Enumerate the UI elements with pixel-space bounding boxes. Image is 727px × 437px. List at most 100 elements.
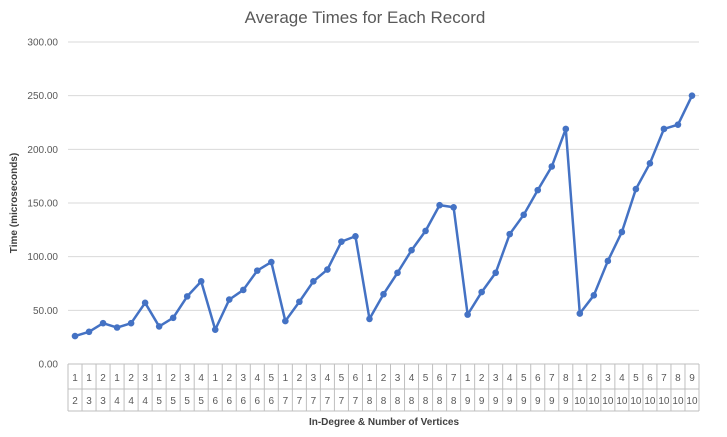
- data-point: [674, 121, 682, 128]
- x-tick-label-vertices: 9: [549, 396, 555, 407]
- data-point: [506, 230, 513, 238]
- data-point: [576, 310, 584, 317]
- x-tick-label-in-degree: 2: [226, 373, 232, 384]
- data-point: [646, 159, 654, 167]
- x-tick-label-vertices: 2: [72, 396, 78, 407]
- x-axis-label: In-Degree & Number of Vertices: [309, 417, 459, 428]
- x-tick-label-in-degree: 9: [689, 373, 695, 384]
- x-tick-label-vertices: 4: [114, 396, 120, 407]
- data-point: [113, 324, 121, 331]
- x-tick-label-in-degree: 7: [661, 373, 667, 384]
- x-tick-label-vertices: 8: [367, 396, 373, 407]
- x-tick-label-in-degree: 5: [269, 373, 275, 384]
- x-tick-label-in-degree: 3: [240, 373, 246, 384]
- x-tick-label-in-degree: 4: [325, 373, 331, 384]
- x-tick-label-vertices: 9: [507, 396, 513, 407]
- x-tick-label-vertices: 5: [198, 396, 204, 407]
- x-tick-label-in-degree: 5: [339, 373, 345, 384]
- x-tick-label-vertices: 8: [395, 396, 401, 407]
- y-tick-label: 100.00: [27, 252, 58, 263]
- x-tick-label-in-degree: 3: [493, 373, 499, 384]
- x-tick-label-in-degree: 5: [633, 373, 639, 384]
- x-tick-label-vertices: 10: [686, 396, 698, 407]
- x-tick-label-vertices: 10: [672, 396, 684, 407]
- data-point: [394, 269, 401, 277]
- y-tick-label: 300.00: [27, 38, 58, 49]
- x-tick-label-in-degree: 3: [311, 373, 317, 384]
- data-point: [71, 332, 79, 340]
- x-tick-label-in-degree: 1: [283, 373, 289, 384]
- x-tick-label-in-degree: 2: [297, 373, 303, 384]
- x-tick-label-in-degree: 1: [72, 373, 78, 384]
- x-tick-label-in-degree: 3: [395, 373, 401, 384]
- x-tick-label-in-degree: 7: [451, 373, 457, 384]
- x-tick-label-vertices: 8: [381, 396, 387, 407]
- data-point: [239, 286, 247, 294]
- x-tick-label-vertices: 7: [283, 396, 289, 407]
- x-tick-label-in-degree: 3: [605, 373, 611, 384]
- data-point: [127, 319, 135, 327]
- x-tick-label-in-degree: 1: [114, 373, 120, 384]
- x-tick-label-vertices: 5: [184, 396, 190, 407]
- x-tick-label-in-degree: 3: [142, 373, 148, 384]
- x-tick-label-in-degree: 4: [619, 373, 625, 384]
- x-tick-label-vertices: 6: [255, 396, 261, 407]
- x-tick-label-vertices: 9: [535, 396, 541, 407]
- x-tick-label-in-degree: 1: [86, 373, 92, 384]
- x-tick-label-in-degree: 2: [591, 373, 597, 384]
- x-tick-label-vertices: 10: [574, 396, 586, 407]
- x-tick-label-vertices: 5: [170, 396, 176, 407]
- x-tick-label-vertices: 7: [353, 396, 359, 407]
- x-tick-label-in-degree: 2: [381, 373, 387, 384]
- x-tick-label-in-degree: 8: [563, 373, 569, 384]
- data-point: [268, 258, 275, 266]
- x-tick-label-in-degree: 6: [535, 373, 541, 384]
- data-point: [183, 293, 191, 300]
- data-point: [562, 125, 570, 133]
- data-point: [590, 292, 598, 299]
- data-point: [604, 257, 612, 265]
- data-point: [282, 317, 289, 325]
- x-tick-label-vertices: 10: [630, 396, 642, 407]
- x-tick-label-vertices: 10: [644, 396, 656, 407]
- x-tick-label-vertices: 3: [100, 396, 106, 407]
- x-tick-label-vertices: 5: [156, 396, 162, 407]
- x-axis-category-table: 1213231424341525354516263646561727374757…: [67, 363, 700, 412]
- x-tick-label-vertices: 8: [437, 396, 443, 407]
- x-tick-label-vertices: 3: [86, 396, 92, 407]
- y-tick-label: 0.00: [39, 360, 59, 371]
- x-tick-label-vertices: 10: [602, 396, 614, 407]
- x-tick-label-in-degree: 6: [353, 373, 359, 384]
- data-point: [380, 290, 387, 298]
- x-tick-label-vertices: 9: [563, 396, 569, 407]
- data-point: [352, 232, 359, 240]
- data-point: [169, 314, 177, 322]
- x-tick-label-vertices: 7: [339, 396, 345, 407]
- data-point: [155, 323, 163, 330]
- data-point: [520, 211, 528, 219]
- data-point: [211, 326, 219, 333]
- gridlines: [68, 41, 699, 311]
- data-point: [99, 319, 107, 327]
- data-point: [85, 328, 93, 336]
- x-tick-label-vertices: 8: [423, 396, 429, 407]
- x-tick-label-vertices: 9: [465, 396, 471, 407]
- x-tick-label-vertices: 10: [588, 396, 600, 407]
- x-tick-label-vertices: 6: [269, 396, 275, 407]
- x-tick-label-in-degree: 6: [647, 373, 653, 384]
- x-tick-label-vertices: 6: [240, 396, 246, 407]
- y-tick-label: 50.00: [33, 306, 58, 317]
- data-point: [366, 315, 373, 323]
- data-point: [534, 186, 542, 194]
- x-tick-label-in-degree: 1: [212, 373, 218, 384]
- x-tick-label-in-degree: 8: [675, 373, 681, 384]
- y-axis-tick-labels: 0.00 50.00 100.00 150.00 200.00 250.00 300.00: [27, 38, 58, 371]
- data-point: [141, 299, 149, 307]
- data-point: [660, 125, 668, 133]
- x-tick-label-in-degree: 5: [521, 373, 527, 384]
- data-point: [197, 278, 205, 285]
- x-tick-label-vertices: 7: [297, 396, 303, 407]
- x-tick-label-in-degree: 2: [100, 373, 106, 384]
